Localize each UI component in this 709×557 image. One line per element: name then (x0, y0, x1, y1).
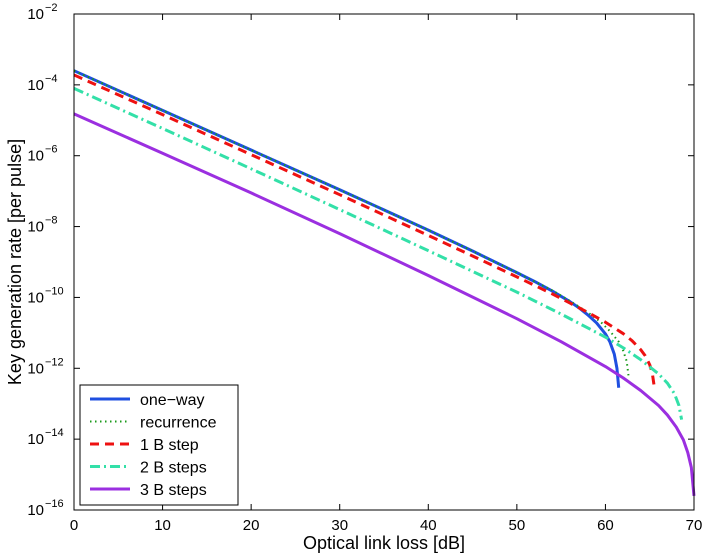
x-tick-label: 50 (509, 517, 526, 534)
legend-label-3: 1 B step (140, 437, 199, 454)
series-line-1 (73, 69, 621, 388)
x-axis-label: Optical link loss [dB] (303, 533, 465, 553)
y-tick-label: 10 (27, 502, 44, 519)
legend-items: one−way recurrence 1 B step 2 B steps 3 B st… (90, 392, 217, 499)
legend-label-5: 3 B steps (140, 482, 207, 499)
series-line-5 (73, 112, 696, 496)
legend: one−way recurrence 1 B step 2 B steps 3 B st… (79, 384, 239, 506)
y-tick-label: 10 (27, 219, 44, 236)
series-layer (73, 69, 696, 496)
y-tick-exponent: −10 (45, 285, 64, 297)
y-tick-exponent: −2 (45, 2, 58, 14)
y-tick-exponent: −4 (45, 73, 58, 85)
legend-label-1: one−way (140, 392, 205, 409)
legend-label-2: recurrence (140, 415, 217, 432)
y-tick-label: 10 (27, 289, 44, 306)
y-tick-exponent: −6 (45, 144, 58, 156)
x-tick-label: 70 (686, 517, 703, 534)
y-tick-exponent: −16 (45, 498, 64, 510)
y-tick-label: 10 (27, 148, 44, 165)
plot-frame (73, 13, 695, 511)
y-tick-label: 10 (27, 431, 44, 448)
y-tick-exponent: −14 (45, 427, 64, 439)
y-tick-label: 10 (27, 6, 44, 23)
y-tick-label: 10 (27, 360, 44, 377)
y-tick-label: 10 (27, 77, 44, 94)
y-tick-exponent: −12 (45, 356, 64, 368)
y-axis-label: Key generation rate [per pulse] (5, 139, 25, 385)
x-tick-label: 10 (154, 517, 171, 534)
legend-label-4: 2 B steps (140, 460, 207, 477)
x-tick-label: 0 (70, 517, 78, 534)
series-line-4 (73, 87, 684, 420)
x-tick-label: 60 (597, 517, 614, 534)
series-line-3 (73, 73, 656, 387)
x-tick-label: 30 (331, 517, 348, 534)
x-tick-label: 40 (420, 517, 437, 534)
y-tick-exponent: −8 (45, 215, 58, 227)
x-tick-label: 20 (243, 517, 260, 534)
